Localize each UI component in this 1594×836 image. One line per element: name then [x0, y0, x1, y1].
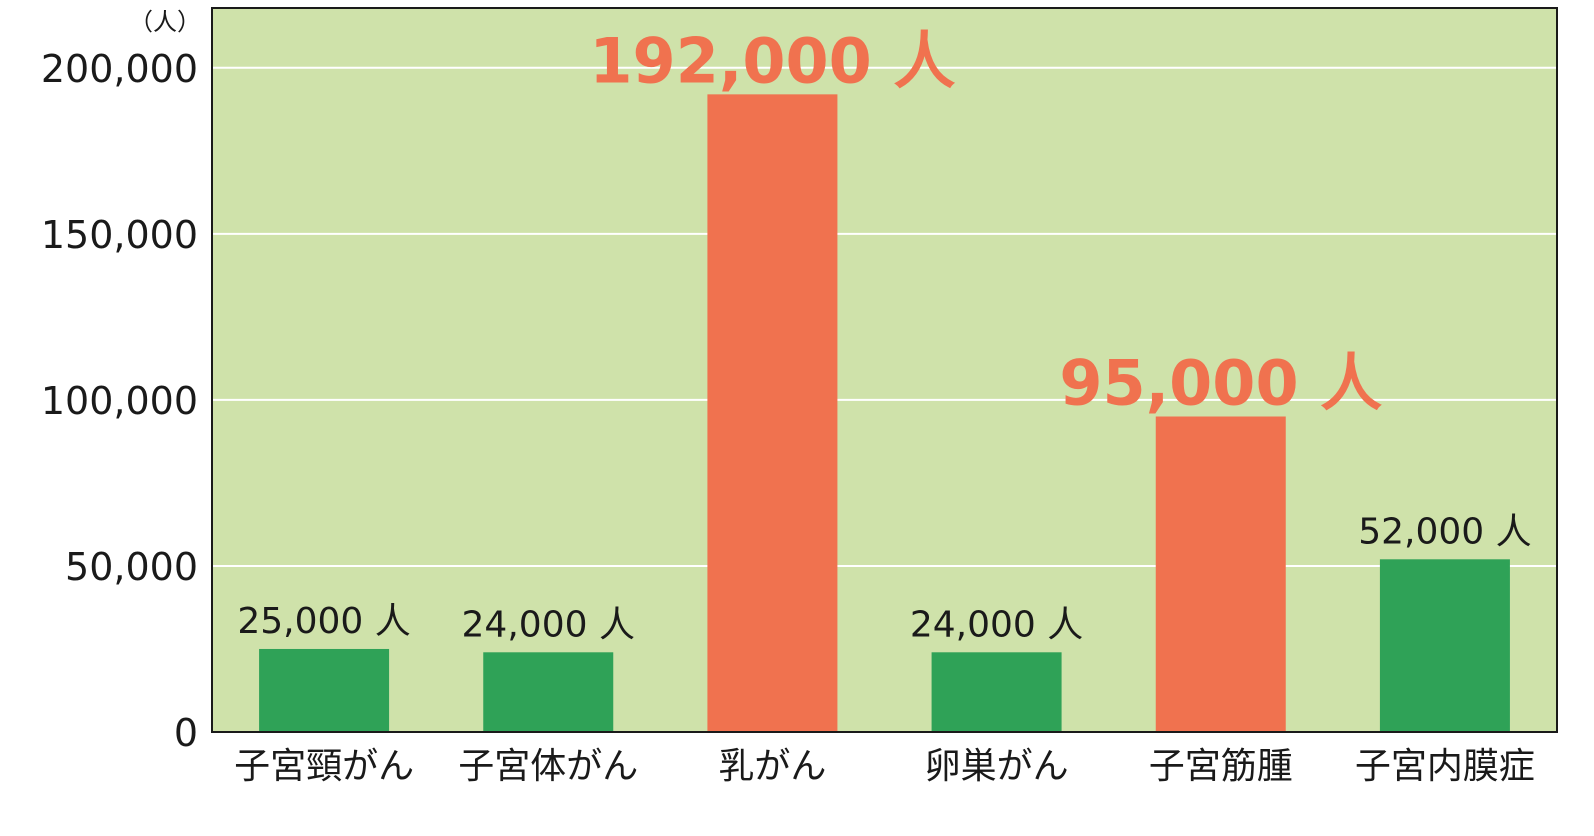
bar-1 [259, 648, 390, 732]
data-labels: 25,000 人 24,000 人 192,000 人 24,000 人 95,000 … [237, 24, 1531, 645]
bar-2 [483, 652, 614, 732]
x-tick-label: 子宮頸がん [234, 746, 414, 787]
y-axis-tick-labels: 0 50,000 100,000 150,000 200,000 [41, 47, 198, 755]
y-tick-label: 200,000 [41, 47, 198, 91]
data-label: 24,000 人 [910, 604, 1083, 645]
bars [259, 94, 1510, 732]
bar-3 [707, 94, 838, 732]
x-tick-label: 乳がん [718, 746, 826, 787]
y-tick-label: 0 [174, 711, 198, 755]
y-tick-label: 50,000 [65, 545, 198, 589]
data-label: 192,000 人 [589, 24, 955, 97]
x-tick-label: 卵巣がん [925, 746, 1069, 787]
plot-background [212, 8, 1557, 732]
bar-5 [1155, 416, 1286, 732]
data-label: 52,000 人 [1358, 511, 1531, 552]
x-axis-tick-labels: 子宮頸がん 子宮体がん 乳がん 卵巣がん 子宮筋腫 子宮内膜症 [234, 746, 1535, 787]
x-tick-label: 子宮体がん [458, 746, 638, 787]
x-tick-label: 子宮筋腫 [1149, 746, 1293, 787]
y-tick-label: 150,000 [41, 213, 198, 257]
data-label: 25,000 人 [237, 601, 410, 642]
data-label: 24,000 人 [462, 604, 635, 645]
y-axis-unit-label: （人） [129, 8, 201, 36]
x-tick-label: 子宮内膜症 [1355, 746, 1535, 787]
gridlines [212, 66, 1557, 567]
plot-frame [211, 7, 1558, 733]
y-tick-label: 100,000 [41, 379, 198, 423]
data-label: 95,000 人 [1059, 346, 1382, 419]
bar-4 [931, 652, 1062, 732]
bar-6 [1379, 559, 1510, 732]
